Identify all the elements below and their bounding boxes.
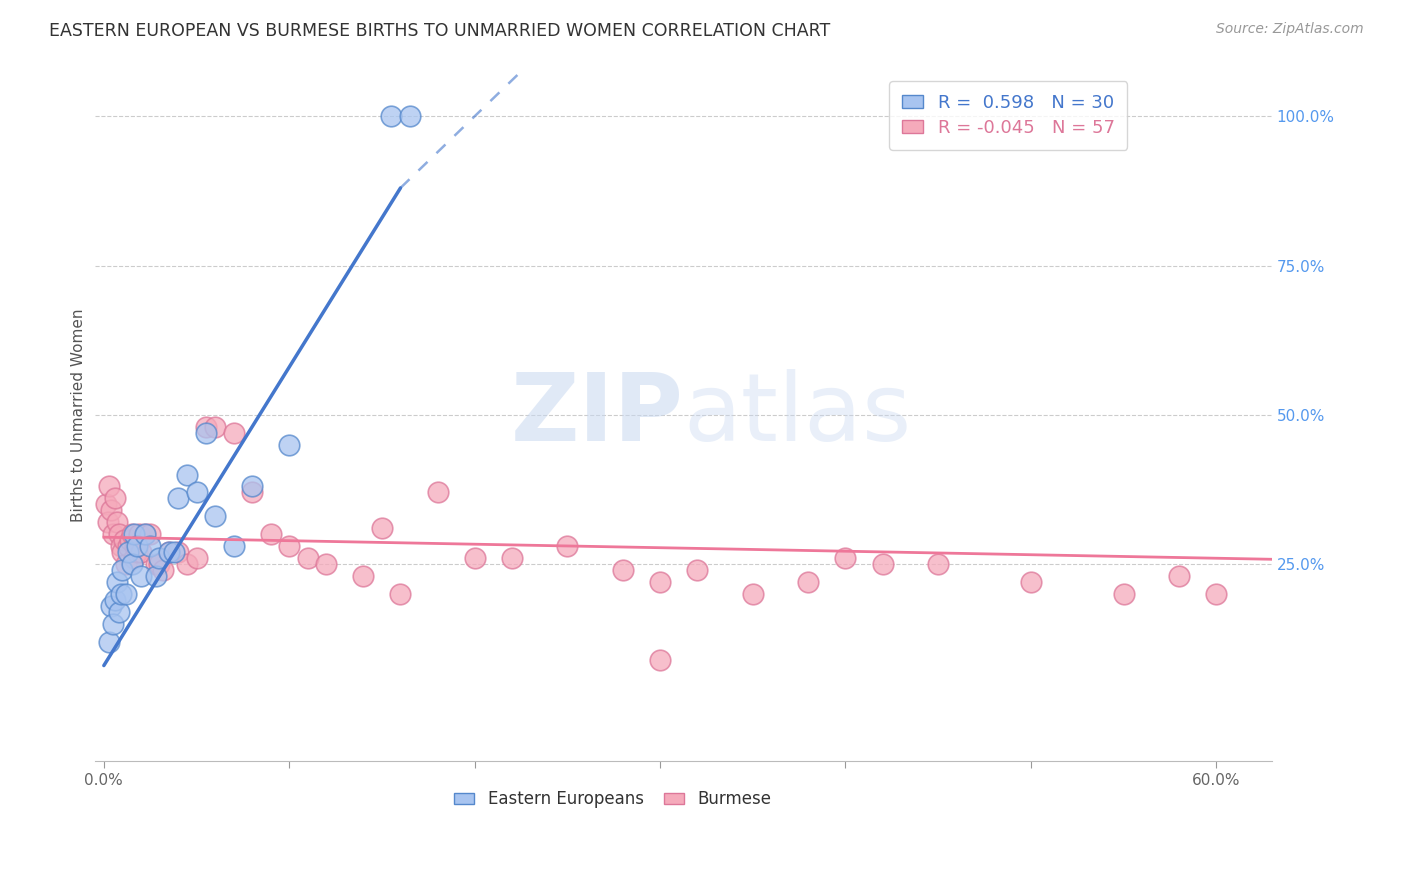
Text: atlas: atlas [683,368,911,461]
Point [104,491,127,506]
Point [167,545,190,559]
Point [222,539,245,553]
Text: EASTERN EUROPEAN VS BURMESE BIRTHS TO UNMARRIED WOMEN CORRELATION CHART: EASTERN EUROPEAN VS BURMESE BIRTHS TO UN… [49,22,831,40]
Point [157,545,180,559]
Point [240,479,263,493]
Point [128,527,150,541]
Point [1168,569,1191,583]
Point [104,593,127,607]
Point [157,545,180,559]
Point [152,563,174,577]
Point [115,557,138,571]
Point [167,491,190,506]
Point [371,521,394,535]
Point [648,652,671,666]
Point [148,557,170,571]
Point [105,574,128,589]
Point [1019,574,1042,589]
Point [117,539,139,553]
Point [204,419,226,434]
Point [107,605,129,619]
Point [686,563,709,577]
Point [107,527,129,541]
Point [1205,587,1227,601]
Y-axis label: Births to Unmarried Women: Births to Unmarried Women [72,308,86,522]
Point [927,557,949,571]
Point [121,557,143,571]
Point [501,551,523,566]
Point [741,587,763,601]
Point [186,485,208,500]
Point [834,551,856,566]
Point [464,551,486,566]
Point [100,503,122,517]
Legend: Eastern Europeans, Burmese: Eastern Europeans, Burmese [447,784,778,815]
Point [260,527,283,541]
Point [129,545,152,559]
Point [134,527,156,541]
Point [557,539,579,553]
Point [98,634,121,648]
Point [176,557,198,571]
Point [96,515,118,529]
Point [797,574,820,589]
Point [278,437,301,451]
Point [297,551,319,566]
Point [115,587,138,601]
Point [110,587,132,601]
Text: Source: ZipAtlas.com: Source: ZipAtlas.com [1216,22,1364,37]
Point [148,551,170,566]
Point [134,527,156,541]
Point [111,545,134,559]
Point [127,545,149,559]
Point [194,425,217,440]
Point [426,485,449,500]
Point [112,533,135,548]
Point [163,545,186,559]
Point [111,563,134,577]
Point [380,109,402,123]
Point [278,539,301,553]
Point [352,569,374,583]
Point [121,527,143,541]
Point [194,419,217,434]
Point [204,509,226,524]
Point [648,574,671,589]
Point [127,539,149,553]
Point [122,551,145,566]
Point [139,539,162,553]
Point [118,533,141,548]
Point [145,569,167,583]
Text: ZIP: ZIP [510,368,683,461]
Point [101,527,124,541]
Point [240,485,263,500]
Point [110,539,132,553]
Point [315,557,337,571]
Point [186,551,208,566]
Point [1112,587,1135,601]
Point [872,557,894,571]
Point [94,497,117,511]
Point [398,109,420,123]
Point [100,599,122,613]
Point [129,569,152,583]
Point [101,616,124,631]
Point [176,467,198,482]
Point [105,515,128,529]
Point [124,539,146,553]
Point [117,545,139,559]
Point [122,527,145,541]
Point [139,527,162,541]
Point [222,425,245,440]
Point [389,587,412,601]
Point [612,563,634,577]
Point [145,557,167,571]
Point [98,479,121,493]
